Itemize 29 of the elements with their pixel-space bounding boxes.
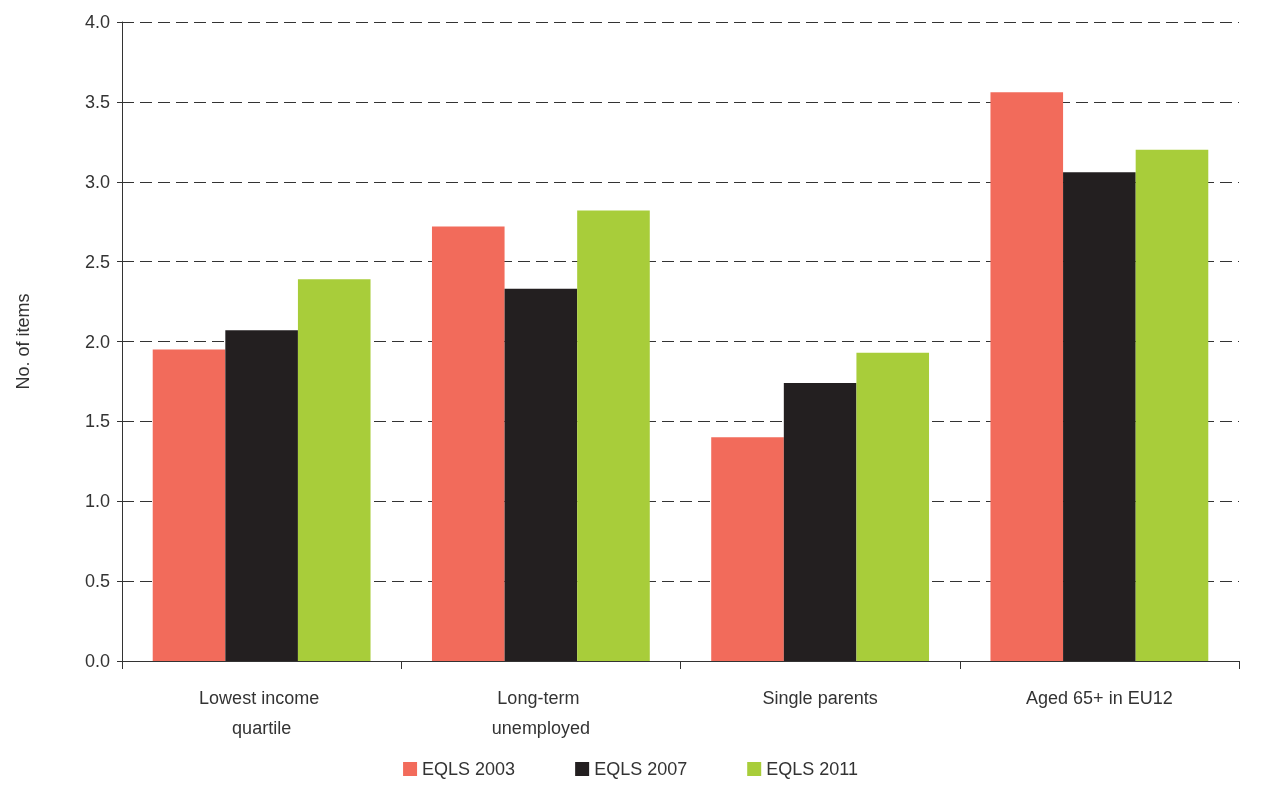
bar <box>431 226 505 661</box>
y-tick-label: 1.5 <box>84 411 110 432</box>
y-tick-label: 0.5 <box>84 571 110 592</box>
bar <box>990 92 1064 661</box>
y-tick-label: 0.0 <box>84 651 110 671</box>
legend-label: EQLS 2007 <box>594 759 688 779</box>
bar <box>1063 172 1136 661</box>
x-tick-label: Single parents <box>762 688 878 708</box>
bar <box>711 437 784 661</box>
x-tick-label: Aged 65+ in EU12 <box>1026 688 1173 708</box>
bar <box>1135 149 1209 661</box>
y-tick-label: 4.0 <box>84 12 110 32</box>
x-tick-label: Long-term unemployed <box>491 688 590 738</box>
bar <box>856 352 930 661</box>
y-axis-title: No. of items <box>13 293 33 390</box>
legend-label: EQLS 2011 <box>766 759 858 779</box>
y-tick-label: 2.0 <box>84 331 110 352</box>
legend-label: EQLS 2003 <box>422 759 516 779</box>
bar <box>783 383 857 661</box>
y-tick-label: 3.0 <box>84 171 110 192</box>
bar <box>297 279 371 661</box>
y-tick-label: 1.0 <box>84 491 110 512</box>
x-tick-label: Lowest income quartile <box>199 688 325 738</box>
y-tick-label: 2.5 <box>84 251 110 272</box>
bar <box>152 349 226 661</box>
bar <box>504 288 578 661</box>
bar <box>577 210 650 661</box>
bar <box>225 330 298 661</box>
y-tick-label: 3.5 <box>84 91 110 112</box>
